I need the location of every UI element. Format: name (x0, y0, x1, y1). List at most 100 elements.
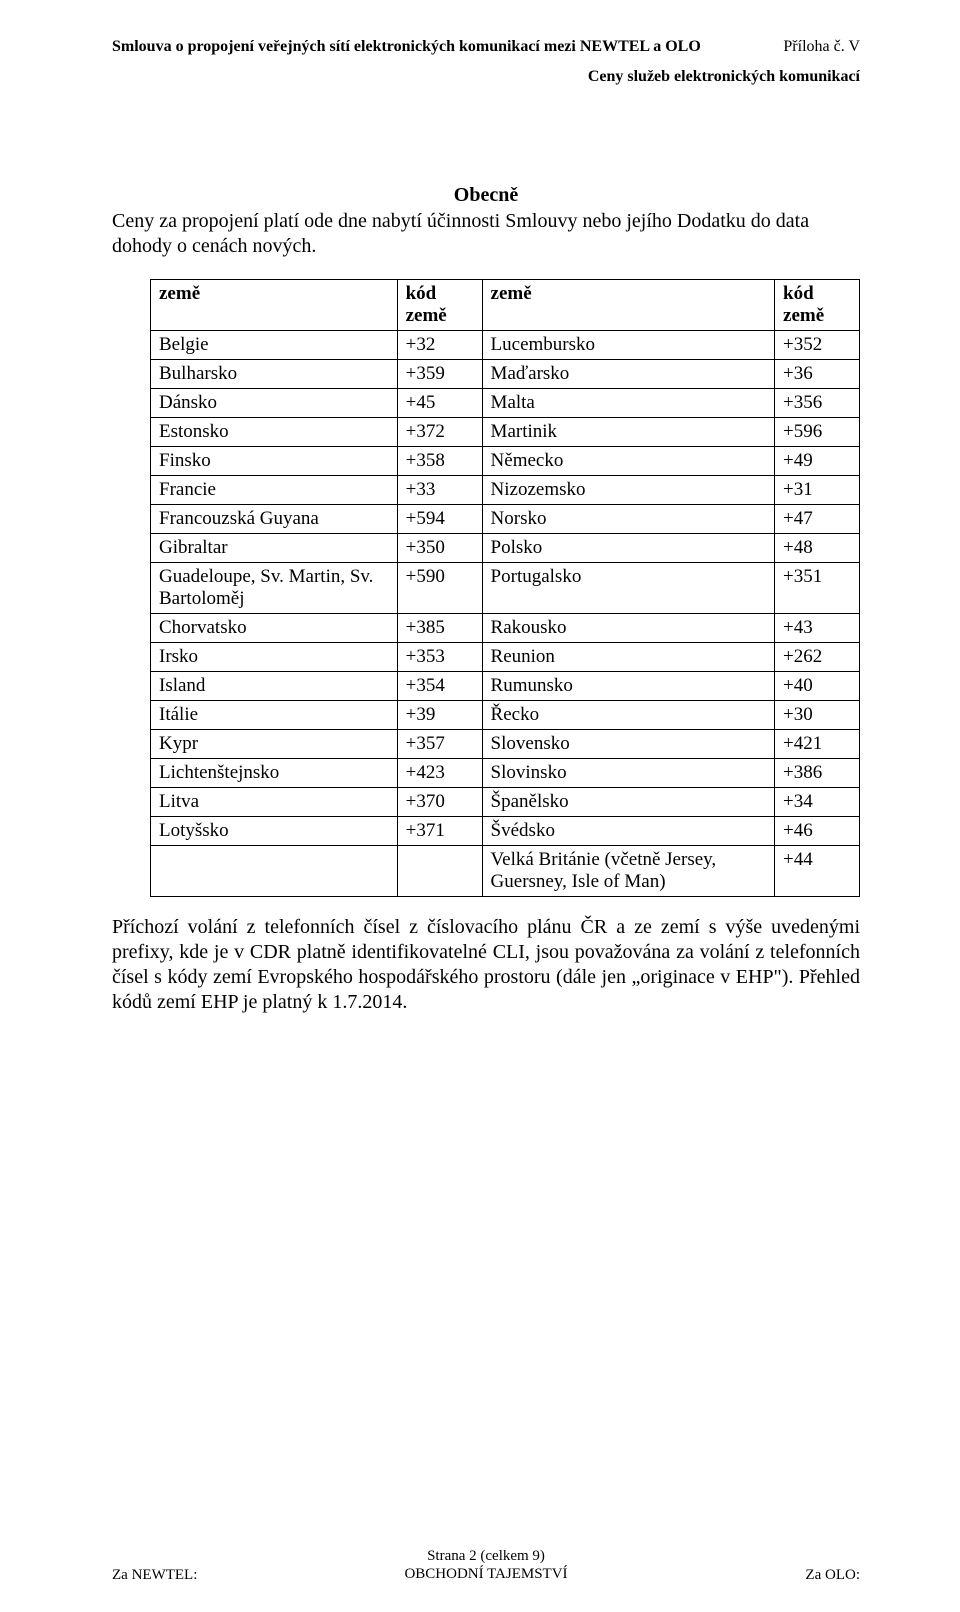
table-row: Francie+33Nizozemsko+31 (151, 476, 860, 505)
code-cell: +357 (397, 730, 482, 759)
th-code-2: kód země (775, 280, 860, 331)
code-cell: +594 (397, 505, 482, 534)
country-cell: Norsko (482, 505, 774, 534)
country-cell: Španělsko (482, 788, 774, 817)
code-cell: +30 (775, 701, 860, 730)
country-cell: Chorvatsko (151, 614, 398, 643)
table-row: Finsko+358Německo+49 (151, 447, 860, 476)
country-cell: Estonsko (151, 418, 398, 447)
th-country-2: země (482, 280, 774, 331)
code-cell: +262 (775, 643, 860, 672)
table-row: Litva+370Španělsko+34 (151, 788, 860, 817)
code-cell (397, 846, 482, 897)
code-cell: +32 (397, 331, 482, 360)
country-cell: Portugalsko (482, 563, 774, 614)
country-cell: Rumunsko (482, 672, 774, 701)
country-cell: Polsko (482, 534, 774, 563)
country-cell: Maďarsko (482, 360, 774, 389)
table-row: Belgie+32Lucembursko+352 (151, 331, 860, 360)
table-row: Chorvatsko+385Rakousko+43 (151, 614, 860, 643)
table-row: Lichtenštejnsko+423Slovinsko+386 (151, 759, 860, 788)
country-cell: Litva (151, 788, 398, 817)
country-cell: Francie (151, 476, 398, 505)
code-cell: +590 (397, 563, 482, 614)
country-cell (151, 846, 398, 897)
code-cell: +354 (397, 672, 482, 701)
code-cell: +44 (775, 846, 860, 897)
code-cell: +372 (397, 418, 482, 447)
code-cell: +47 (775, 505, 860, 534)
country-cell: Velká Británie (včetně Jersey, Guersney,… (482, 846, 774, 897)
page-footer: Strana 2 (celkem 9) OBCHODNÍ TAJEMSTVÍ Z… (112, 1547, 860, 1585)
table-row: Bulharsko+359Maďarsko+36 (151, 360, 860, 389)
footer-page-count: Strana 2 (celkem 9) (427, 1548, 545, 1564)
code-cell: +34 (775, 788, 860, 817)
country-cell: Belgie (151, 331, 398, 360)
code-cell: +48 (775, 534, 860, 563)
code-cell: +370 (397, 788, 482, 817)
country-cell: Guadeloupe, Sv. Martin, Sv. Bartoloměj (151, 563, 398, 614)
footer-left-sign: Za NEWTEL: (112, 1567, 197, 1584)
th-country-1: země (151, 280, 398, 331)
country-cell: Itálie (151, 701, 398, 730)
country-cell: Slovensko (482, 730, 774, 759)
country-cell: Řecko (482, 701, 774, 730)
intro-paragraph: Ceny za propojení platí ode dne nabytí ú… (112, 209, 860, 259)
code-cell: +596 (775, 418, 860, 447)
table-row: Francouzská Guyana+594Norsko+47 (151, 505, 860, 534)
table-row: Guadeloupe, Sv. Martin, Sv. Bartoloměj+5… (151, 563, 860, 614)
country-cell: Gibraltar (151, 534, 398, 563)
country-cell: Dánsko (151, 389, 398, 418)
code-cell: +45 (397, 389, 482, 418)
country-cell: Island (151, 672, 398, 701)
code-cell: +353 (397, 643, 482, 672)
header-left-text: Smlouva o propojení veřejných sítí elekt… (112, 38, 701, 56)
country-cell: Lotyšsko (151, 817, 398, 846)
code-cell: +350 (397, 534, 482, 563)
table-row: Estonsko+372Martinik+596 (151, 418, 860, 447)
code-cell: +39 (397, 701, 482, 730)
section-title: Obecně (112, 184, 860, 207)
th-code-1: kód země (397, 280, 482, 331)
code-cell: +43 (775, 614, 860, 643)
country-cell: Kypr (151, 730, 398, 759)
table-row: Island+354Rumunsko+40 (151, 672, 860, 701)
code-cell: +36 (775, 360, 860, 389)
code-cell: +46 (775, 817, 860, 846)
country-cell: Bulharsko (151, 360, 398, 389)
code-cell: +358 (397, 447, 482, 476)
table-row: Irsko+353Reunion+262 (151, 643, 860, 672)
code-cell: +356 (775, 389, 860, 418)
header-subtitle: Ceny služeb elektronických komunikací (112, 68, 860, 86)
code-cell: +351 (775, 563, 860, 614)
country-cell: Lichtenštejnsko (151, 759, 398, 788)
table-row: Velká Británie (včetně Jersey, Guersney,… (151, 846, 860, 897)
country-cell: Lucembursko (482, 331, 774, 360)
code-cell: +386 (775, 759, 860, 788)
country-cell: Slovinsko (482, 759, 774, 788)
footer-confidential: OBCHODNÍ TAJEMSTVÍ (404, 1566, 567, 1582)
footer-right-sign: Za OLO: (805, 1567, 860, 1584)
code-cell: +423 (397, 759, 482, 788)
header-right-text: Příloha č. V (783, 38, 860, 56)
table-row: Itálie+39Řecko+30 (151, 701, 860, 730)
explanatory-paragraph: Příchozí volání z telefonních čísel z čí… (112, 915, 860, 1015)
country-cell: Finsko (151, 447, 398, 476)
code-cell: +385 (397, 614, 482, 643)
country-cell: Rakousko (482, 614, 774, 643)
country-cell: Francouzská Guyana (151, 505, 398, 534)
code-cell: +40 (775, 672, 860, 701)
table-header-row: země kód země země kód země (151, 280, 860, 331)
code-cell: +359 (397, 360, 482, 389)
country-cell: Irsko (151, 643, 398, 672)
country-cell: Reunion (482, 643, 774, 672)
country-codes-table: země kód země země kód země Belgie+32Luc… (150, 279, 860, 897)
country-cell: Martinik (482, 418, 774, 447)
country-cell: Nizozemsko (482, 476, 774, 505)
table-row: Kypr+357Slovensko+421 (151, 730, 860, 759)
code-cell: +421 (775, 730, 860, 759)
table-row: Gibraltar+350Polsko+48 (151, 534, 860, 563)
code-cell: +31 (775, 476, 860, 505)
page-header-row: Smlouva o propojení veřejných sítí elekt… (112, 38, 860, 56)
code-cell: +49 (775, 447, 860, 476)
